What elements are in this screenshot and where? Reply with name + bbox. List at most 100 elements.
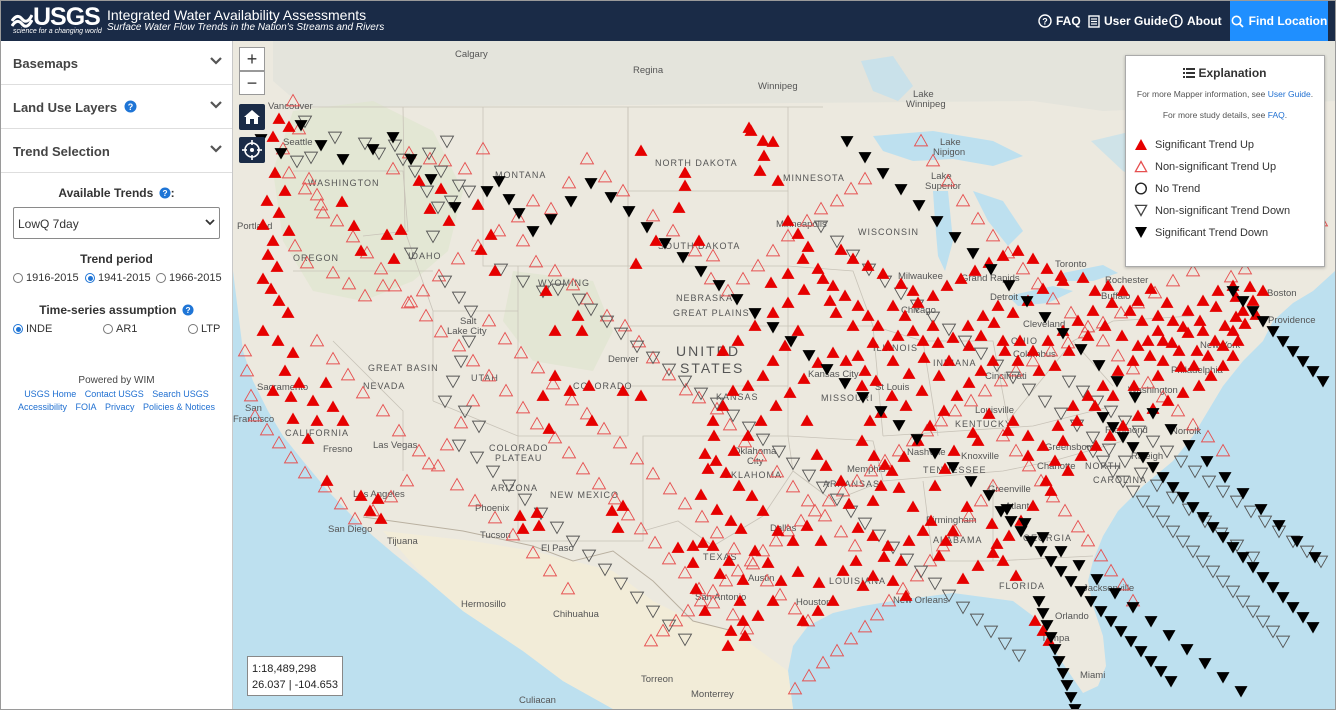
radio-button-selected[interactable] [85, 273, 95, 283]
site-sig-up[interactable] [938, 462, 952, 474]
site-sig-up[interactable] [1106, 389, 1120, 401]
site-sig-up[interactable] [1116, 419, 1130, 431]
site-nonsig-up[interactable] [475, 141, 491, 155]
foia-link[interactable]: FOIA [75, 402, 97, 412]
site-nonsig-up[interactable] [542, 563, 558, 577]
site-sig-up[interactable] [310, 414, 324, 426]
site-nonsig-down[interactable] [1185, 545, 1201, 559]
site-nonsig-up[interactable] [643, 633, 659, 647]
site-nonsig-up[interactable] [345, 229, 361, 243]
site-sig-up[interactable] [986, 354, 1000, 366]
site-nonsig-up[interactable] [457, 161, 473, 175]
site-nonsig-up[interactable] [591, 476, 607, 490]
site-nonsig-up[interactable] [317, 479, 333, 493]
site-sig-up[interactable] [996, 554, 1010, 566]
site-nonsig-up[interactable] [1008, 363, 1024, 377]
site-sig-up[interactable] [1208, 334, 1222, 346]
site-nonsig-up[interactable] [1125, 361, 1141, 375]
site-sig-up[interactable] [488, 264, 502, 276]
site-sig-up[interactable] [937, 404, 951, 416]
site-nonsig-up[interactable] [1237, 261, 1253, 275]
search-usgs-link[interactable]: Search USGS [152, 389, 209, 399]
site-sig-up[interactable] [891, 329, 905, 341]
site-sig-up[interactable] [766, 306, 780, 318]
site-sig-up[interactable] [906, 500, 920, 512]
site-nonsig-down[interactable] [997, 637, 1013, 651]
site-sig-down[interactable] [994, 506, 1008, 518]
site-nonsig-up[interactable] [453, 415, 469, 429]
site-nonsig-down[interactable] [693, 387, 709, 401]
site-sig-up[interactable] [1105, 296, 1119, 308]
site-sig-up[interactable] [858, 364, 872, 376]
site-nonsig-down[interactable] [1173, 455, 1189, 469]
site-sig-down[interactable] [544, 214, 558, 226]
site-nonsig-up[interactable] [963, 393, 979, 407]
site-sig-down[interactable] [1060, 680, 1074, 692]
site-nonsig-down[interactable] [725, 409, 741, 423]
site-sig-down[interactable] [1176, 492, 1190, 504]
site-sig-up[interactable] [1021, 429, 1035, 441]
site-sig-down[interactable] [748, 308, 762, 320]
site-nonsig-up[interactable] [947, 403, 963, 417]
site-sig-up[interactable] [940, 279, 954, 291]
site-nonsig-down[interactable] [425, 230, 441, 244]
site-nonsig-up[interactable] [933, 413, 949, 427]
site-sig-down[interactable] [930, 216, 944, 228]
trend-select[interactable]: LowQ 7day [13, 207, 220, 239]
site-sig-up[interactable] [915, 384, 929, 396]
site-nonsig-down[interactable] [1175, 535, 1191, 549]
site-sig-up[interactable] [748, 319, 762, 331]
site-sig-down[interactable] [1198, 658, 1212, 670]
trend-period-option[interactable]: 1941-2015 [85, 272, 151, 284]
site-sig-up[interactable] [423, 202, 437, 214]
site-nonsig-up[interactable] [418, 308, 434, 322]
site-nonsig-up[interactable] [730, 563, 746, 577]
site-sig-up[interactable] [1071, 314, 1085, 326]
policies-link[interactable]: Policies & Notices [143, 402, 216, 412]
site-sig-up[interactable] [851, 521, 865, 533]
site-sig-up[interactable] [706, 539, 720, 551]
site-sig-up[interactable] [986, 546, 1000, 558]
site-sig-up[interactable] [902, 367, 916, 379]
site-nonsig-down[interactable] [1235, 595, 1251, 609]
site-sig-up[interactable] [734, 522, 748, 534]
site-sig-up[interactable] [335, 195, 349, 207]
site-sig-up[interactable] [1196, 324, 1210, 336]
site-sig-up[interactable] [823, 294, 837, 306]
site-sig-up[interactable] [1040, 262, 1054, 274]
site-nonsig-up[interactable] [431, 268, 447, 282]
site-sig-down[interactable] [1256, 316, 1270, 328]
site-sig-up[interactable] [1116, 284, 1130, 296]
site-sig-up[interactable] [611, 521, 625, 533]
site-nonsig-up[interactable] [515, 400, 531, 414]
site-nonsig-down[interactable] [439, 135, 455, 149]
site-sig-up[interactable] [1026, 499, 1040, 511]
site-sig-down[interactable] [694, 266, 708, 278]
site-sig-up[interactable] [1048, 454, 1062, 466]
site-sig-up[interactable] [1076, 271, 1090, 283]
site-sig-up[interactable] [962, 339, 976, 351]
site-sig-up[interactable] [839, 354, 853, 366]
site-sig-up[interactable] [926, 289, 940, 301]
site-nonsig-down[interactable] [815, 481, 831, 495]
site-nonsig-up[interactable] [985, 228, 1001, 242]
site-sig-up[interactable] [571, 309, 585, 321]
site-sig-up[interactable] [1011, 354, 1025, 366]
site-nonsig-up[interactable] [1185, 263, 1201, 277]
site-nonsig-up[interactable] [913, 133, 929, 147]
site-sig-up[interactable] [756, 369, 770, 381]
site-sig-down[interactable] [874, 406, 888, 418]
home-button[interactable] [239, 104, 265, 130]
site-sig-down[interactable] [1236, 552, 1250, 564]
site-sig-up[interactable] [1126, 354, 1140, 366]
site-nonsig-down[interactable] [1229, 495, 1245, 509]
site-sig-up[interactable] [649, 234, 663, 246]
site-sig-up[interactable] [539, 284, 553, 296]
site-nonsig-up[interactable] [281, 165, 297, 179]
site-nonsig-up[interactable] [807, 503, 823, 517]
site-sig-down[interactable] [1072, 560, 1086, 572]
site-sig-up[interactable] [371, 492, 385, 504]
site-nonsig-down[interactable] [565, 535, 581, 549]
site-nonsig-down[interactable] [941, 589, 957, 603]
site-nonsig-down[interactable] [485, 465, 501, 479]
